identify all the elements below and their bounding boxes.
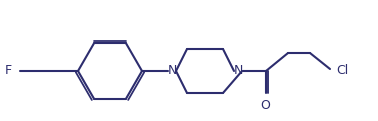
- Text: N: N: [167, 64, 177, 77]
- Text: O: O: [260, 99, 270, 112]
- Text: Cl: Cl: [336, 64, 348, 77]
- Text: F: F: [5, 64, 12, 77]
- Text: N: N: [233, 64, 243, 77]
